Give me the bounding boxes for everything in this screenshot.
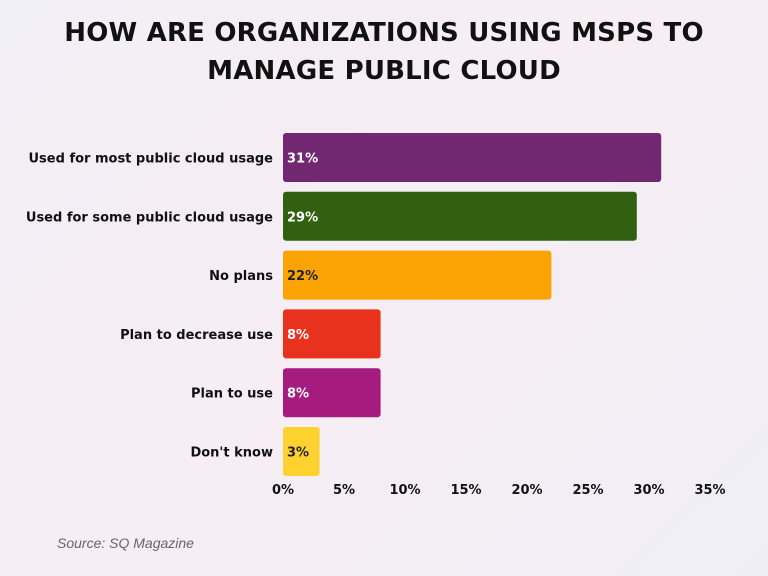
x-tick-label: 15% <box>450 483 481 498</box>
chart-title: HOW ARE ORGANIZATIONS USING MSPS TO MANA… <box>0 14 768 90</box>
data-label: 8% <box>287 328 309 343</box>
category-label: Used for most public cloud usage <box>29 152 274 167</box>
category-label: Used for some public cloud usage <box>26 210 273 225</box>
x-tick-label: 0% <box>272 483 294 498</box>
x-tick-label: 35% <box>694 483 725 498</box>
x-tick-label: 5% <box>333 483 355 498</box>
data-label: 31% <box>287 152 318 167</box>
category-label: No plans <box>209 269 273 284</box>
chart-title-line-2: MANAGE PUBLIC CLOUD <box>207 56 561 86</box>
bar <box>283 250 552 300</box>
source-note: Source: SQ Magazine <box>57 535 194 551</box>
bar <box>283 368 381 418</box>
chart-title-line-1: HOW ARE ORGANIZATIONS USING MSPS TO <box>64 18 704 48</box>
bar <box>283 427 320 476</box>
x-tick-label: 20% <box>511 483 542 498</box>
bar <box>283 133 662 182</box>
bar <box>283 191 637 241</box>
data-label: 22% <box>287 269 318 284</box>
x-tick-label: 25% <box>572 483 603 498</box>
data-label: 8% <box>287 387 309 402</box>
category-label: Plan to decrease use <box>120 328 273 343</box>
x-tick-label: 10% <box>389 483 420 498</box>
bar <box>283 309 381 359</box>
category-label: Don't know <box>190 446 273 461</box>
data-label: 3% <box>287 446 309 461</box>
data-label: 29% <box>287 210 318 225</box>
category-label: Plan to use <box>191 387 273 402</box>
x-tick-label: 30% <box>633 483 664 498</box>
